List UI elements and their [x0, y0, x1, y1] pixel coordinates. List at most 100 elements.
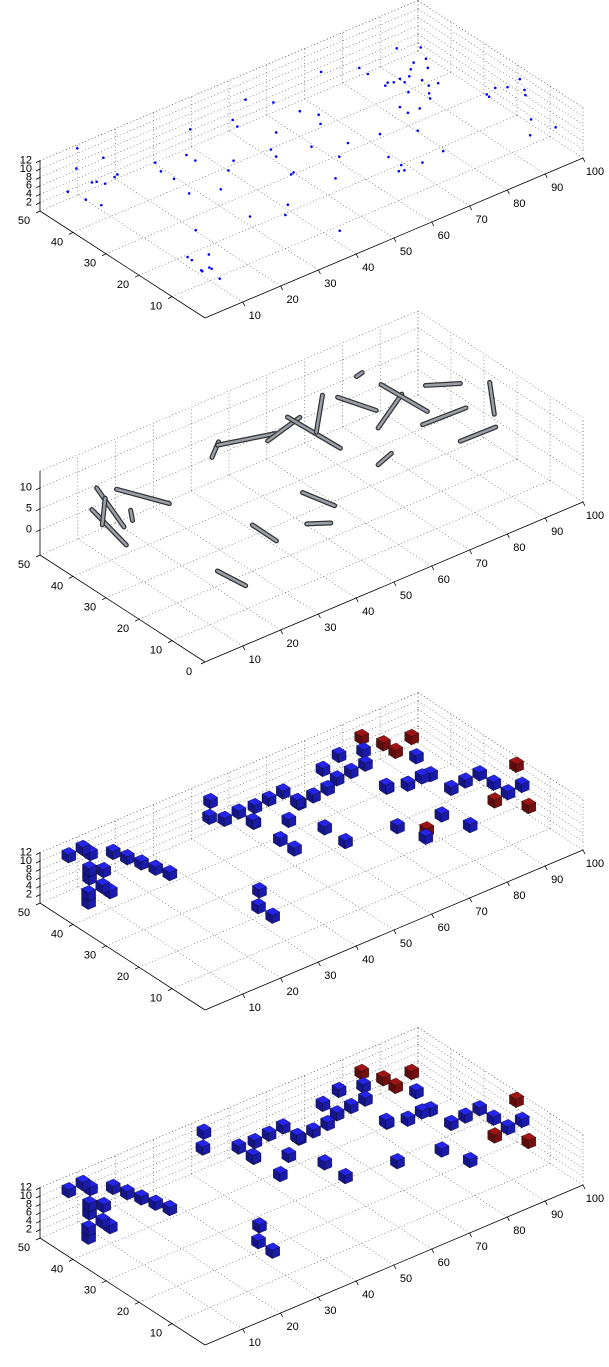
y-tick-label: 40: [51, 928, 63, 940]
grid-line: [139, 459, 517, 619]
y-tick-label: 30: [84, 1285, 96, 1297]
point: [100, 204, 103, 207]
panel: 102030405060708090100102030405024681012: [18, 693, 604, 1014]
point: [104, 182, 107, 185]
point: [219, 188, 222, 191]
tick-mark: [36, 886, 40, 888]
voxel: [458, 773, 472, 789]
voxel: [134, 855, 148, 871]
x-tick-label: 80: [513, 542, 525, 554]
tick-mark: [281, 286, 283, 290]
tick-mark: [318, 614, 320, 618]
voxel: [488, 793, 502, 809]
point: [392, 81, 395, 84]
voxel: [251, 898, 265, 914]
tick-mark: [36, 509, 40, 511]
z-tick-label: 10: [20, 482, 32, 494]
tick-mark: [432, 222, 434, 226]
point: [244, 98, 247, 101]
grid-line: [139, 115, 517, 275]
x-tick-label: 100: [586, 166, 604, 178]
tube: [303, 493, 335, 506]
tube: [338, 397, 377, 410]
point: [236, 125, 239, 128]
x-tick-label: 80: [513, 198, 525, 210]
tick-mark: [102, 1281, 106, 1283]
point: [67, 190, 70, 193]
point: [201, 270, 204, 273]
grid-line: [78, 539, 243, 646]
grid-line: [418, 43, 583, 150]
voxel: [458, 1108, 472, 1124]
tick-mark: [281, 978, 283, 982]
point: [95, 180, 98, 183]
tick-mark: [545, 1201, 547, 1205]
figure: 1020304050607080901001020304050246810121…: [0, 0, 609, 1367]
voxel: [163, 865, 177, 881]
tick-mark: [69, 924, 73, 926]
point: [485, 93, 488, 96]
tick-mark: [583, 1185, 585, 1189]
voxel: [62, 847, 76, 863]
voxel: [463, 817, 477, 833]
tick-mark: [36, 203, 40, 205]
point: [419, 46, 422, 49]
tick-mark: [36, 853, 40, 855]
y-tick-label: 40: [51, 236, 63, 248]
point: [358, 67, 361, 70]
voxel: [97, 1197, 111, 1213]
point: [367, 73, 370, 76]
voxel: [248, 798, 262, 814]
tick-mark: [545, 174, 547, 178]
point: [231, 119, 234, 122]
point: [287, 203, 290, 206]
point: [292, 171, 295, 174]
grid-line: [73, 72, 451, 232]
point: [524, 94, 527, 97]
point: [410, 68, 413, 71]
grid-line: [418, 395, 583, 502]
point: [188, 192, 191, 195]
tick-mark: [36, 177, 40, 179]
y-tick-label: 20: [117, 279, 129, 291]
point: [275, 155, 278, 158]
tick-mark: [432, 914, 434, 918]
point: [338, 156, 341, 159]
point: [395, 47, 398, 50]
tick-mark: [507, 1217, 509, 1221]
grid-line: [418, 51, 583, 158]
box-edge: [40, 1028, 418, 1188]
voxel: [376, 1070, 390, 1086]
x-tick-label: 70: [475, 558, 487, 570]
voxel: [232, 1139, 246, 1155]
tube-body: [378, 453, 391, 464]
tick-mark: [470, 898, 472, 902]
point: [84, 198, 87, 201]
tick-mark: [135, 967, 139, 969]
tick-mark: [36, 1221, 40, 1223]
voxel: [318, 1154, 332, 1170]
grid-line: [153, 163, 318, 270]
voxel: [435, 807, 449, 823]
tick-mark: [36, 1230, 40, 1232]
y-tick-label: 20: [117, 623, 129, 635]
grid-line: [418, 1036, 583, 1143]
x-tick-label: 80: [513, 890, 525, 902]
tube: [357, 373, 363, 377]
z-tick-label: 12: [20, 1182, 32, 1194]
x-tick-label: 40: [362, 262, 374, 274]
point: [384, 84, 387, 87]
point: [519, 78, 522, 81]
tube: [117, 489, 170, 503]
point: [494, 87, 497, 90]
grid-line: [418, 17, 583, 124]
voxel: [487, 775, 501, 791]
point: [160, 170, 163, 173]
voxel: [262, 791, 276, 807]
tick-mark: [69, 1259, 73, 1261]
voxel: [405, 729, 419, 745]
point: [154, 161, 157, 164]
y-tick-label: 10: [150, 993, 162, 1005]
grid-line: [106, 94, 484, 254]
tick-mark: [135, 275, 139, 277]
